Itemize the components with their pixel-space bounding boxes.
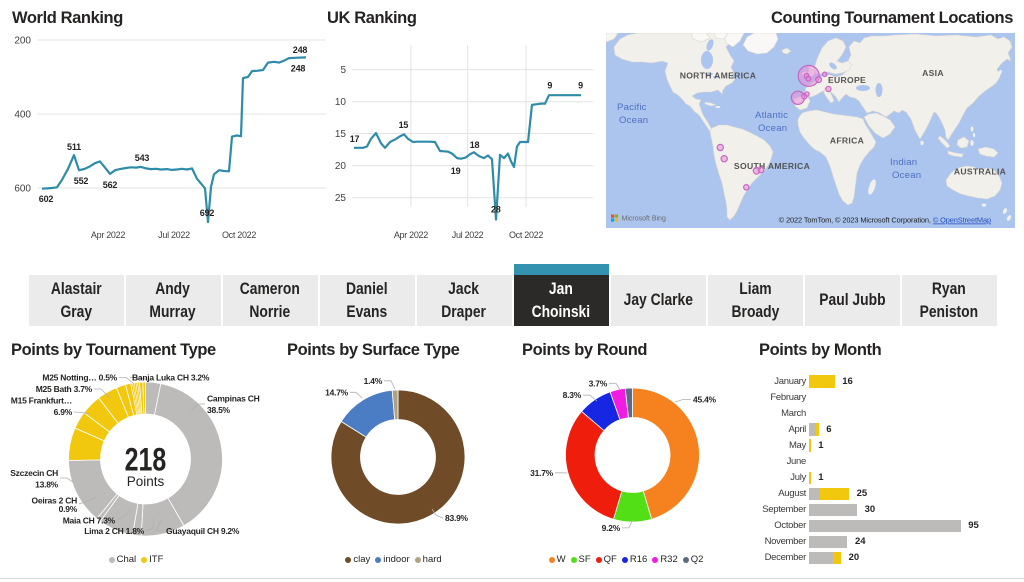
svg-text:Jul 2022: Jul 2022 [158,230,190,240]
svg-text:218: 218 [125,443,167,479]
svg-text:Indian: Indian [890,157,917,168]
svg-text:18: 18 [470,140,480,150]
svg-text:Microsoft Bing: Microsoft Bing [622,216,666,223]
svg-text:248: 248 [293,45,308,55]
svg-text:SOUTH AMERICA: SOUTH AMERICA [734,161,810,171]
svg-text:Ocean: Ocean [892,170,921,181]
svg-text:543: 543 [135,153,150,163]
svg-text:NORTH AMERICA: NORTH AMERICA [680,71,757,81]
svg-text:Oeiras 2 CH: Oeiras 2 CH [32,495,78,505]
svg-text:0.9%: 0.9% [59,504,78,514]
svg-text:Points: Points [127,474,165,489]
svg-text:10: 10 [335,97,347,108]
svg-text:400: 400 [14,110,31,121]
svg-text:Lima 2 CH 1.8%: Lima 2 CH 1.8% [84,526,144,536]
svg-text:M25 Notting… 0.5%: M25 Notting… 0.5% [42,372,117,382]
svg-text:M15 Frankfurt…: M15 Frankfurt… [11,396,72,406]
svg-text:38.5%: 38.5% [207,405,231,415]
svg-text:9.2%: 9.2% [602,523,621,533]
svg-text:5: 5 [340,65,346,76]
svg-text:9: 9 [578,81,583,91]
svg-text:602: 602 [39,194,54,204]
svg-text:13.8%: 13.8% [35,479,59,489]
svg-text:15: 15 [335,129,347,140]
svg-text:8.3%: 8.3% [563,390,582,400]
svg-text:Szczecin CH: Szczecin CH [10,468,58,478]
svg-text:Jul 2022: Jul 2022 [452,230,484,240]
svg-text:Oct 2022: Oct 2022 [222,230,256,240]
svg-text:692: 692 [200,208,215,218]
svg-text:19: 19 [451,166,461,176]
svg-text:Guayaquil CH 9.2%: Guayaquil CH 9.2% [166,526,240,536]
svg-text:EUROPE: EUROPE [828,75,866,85]
svg-text:562: 562 [103,180,118,190]
svg-text:6.9%: 6.9% [54,407,73,417]
svg-text:20: 20 [335,161,347,172]
svg-text:ASIA: ASIA [922,68,944,78]
svg-text:28: 28 [491,204,501,214]
svg-text:45.4%: 45.4% [693,395,717,405]
svg-text:Oct 2022: Oct 2022 [509,230,543,240]
svg-text:Maia CH 7.3%: Maia CH 7.3% [63,515,116,525]
svg-text:Apr 2022: Apr 2022 [394,230,428,240]
svg-text:17: 17 [350,134,360,144]
svg-text:9: 9 [547,81,552,91]
svg-text:© 2022 TomTom, © 2023 Microsof: © 2022 TomTom, © 2023 Microsoft Corporat… [779,216,991,225]
svg-text:200: 200 [14,36,31,47]
svg-text:600: 600 [14,184,31,195]
svg-text:25: 25 [335,193,347,204]
svg-text:511: 511 [67,142,81,152]
svg-text:552: 552 [74,176,89,186]
svg-text:Ocean: Ocean [758,123,787,134]
svg-text:Banja Luka CH 3.2%: Banja Luka CH 3.2% [132,372,210,382]
svg-text:Campinas CH: Campinas CH [207,394,260,404]
svg-text:248: 248 [291,64,306,74]
svg-text:AFRICA: AFRICA [830,136,864,146]
svg-text:M25 Bath 3.7%: M25 Bath 3.7% [36,384,93,394]
svg-text:14.7%: 14.7% [325,387,349,397]
svg-text:Pacific: Pacific [617,102,647,113]
svg-text:Apr 2022: Apr 2022 [91,230,125,240]
svg-text:Atlantic: Atlantic [755,110,788,121]
svg-text:3.7%: 3.7% [589,378,608,388]
svg-text:83.9%: 83.9% [445,513,469,523]
svg-text:15: 15 [399,120,409,130]
svg-text:AUSTRALIA: AUSTRALIA [954,167,1006,177]
svg-text:31.7%: 31.7% [530,468,554,478]
svg-text:1.4%: 1.4% [364,376,383,386]
svg-text:Ocean: Ocean [619,115,648,126]
